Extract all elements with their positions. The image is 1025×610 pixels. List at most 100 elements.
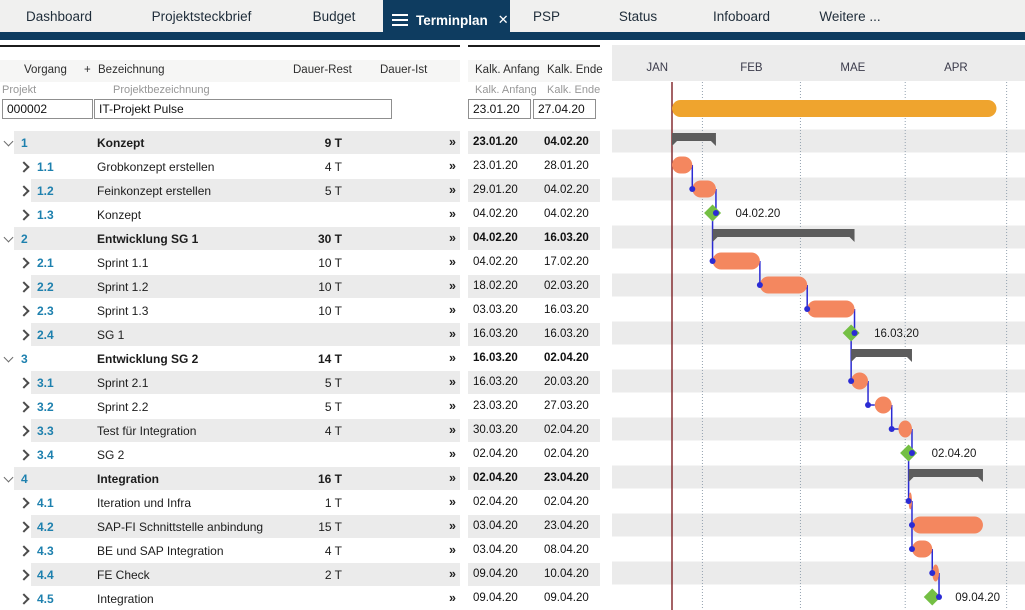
project-start-input[interactable] bbox=[468, 99, 531, 119]
task-number[interactable]: 1 bbox=[21, 136, 28, 150]
expand-chevron-icon[interactable] bbox=[18, 305, 30, 317]
summary-bar[interactable] bbox=[851, 349, 912, 362]
tab-infoboard[interactable]: Infoboard bbox=[693, 0, 790, 32]
project-bar[interactable] bbox=[672, 100, 997, 117]
table-row[interactable]: 2.1 Sprint 1.1 10 T » bbox=[0, 251, 460, 275]
tab-dashboard[interactable]: Dashboard bbox=[0, 0, 118, 32]
task-number[interactable]: 3 bbox=[21, 352, 28, 366]
summary-bar[interactable] bbox=[908, 469, 983, 482]
task-number[interactable]: 4.2 bbox=[37, 520, 54, 534]
expand-chevron-icon[interactable] bbox=[18, 185, 30, 197]
collapse-chevron-icon[interactable] bbox=[3, 472, 14, 483]
more-link[interactable]: » bbox=[449, 327, 456, 341]
more-link[interactable]: » bbox=[449, 519, 456, 533]
date-row[interactable]: 16.03.20 02.04.20 bbox=[468, 347, 600, 371]
table-row[interactable]: 4.2 SAP-FI Schnittstelle anbindung 15 T » bbox=[0, 515, 460, 539]
expand-chevron-icon[interactable] bbox=[18, 425, 30, 437]
task-bar[interactable] bbox=[692, 180, 716, 198]
expand-chevron-icon[interactable] bbox=[18, 569, 30, 581]
close-icon[interactable]: ✕ bbox=[497, 12, 509, 27]
task-number[interactable]: 3.1 bbox=[37, 376, 54, 390]
task-number[interactable]: 2.4 bbox=[37, 328, 54, 342]
more-link[interactable]: » bbox=[449, 279, 456, 293]
more-link[interactable]: » bbox=[449, 447, 456, 461]
task-number[interactable]: 3.4 bbox=[37, 448, 54, 462]
table-row[interactable]: 1 Konzept 9 T » bbox=[0, 131, 460, 155]
task-number[interactable]: 1.1 bbox=[37, 160, 54, 174]
date-row[interactable]: 09.04.20 09.04.20 bbox=[468, 587, 600, 610]
col-header-kalk-ende[interactable]: Kalk. Ende bbox=[547, 64, 603, 76]
more-link[interactable]: » bbox=[449, 495, 456, 509]
date-row[interactable]: 02.04.20 02.04.20 bbox=[468, 491, 600, 515]
expand-chevron-icon[interactable] bbox=[18, 449, 30, 461]
table-row[interactable]: 2.3 Sprint 1.3 10 T » bbox=[0, 299, 460, 323]
task-number[interactable]: 3.3 bbox=[37, 424, 54, 438]
col-header-dauer-ist[interactable]: Dauer-Ist bbox=[380, 64, 428, 76]
tab-psp[interactable]: PSP bbox=[510, 0, 583, 32]
col-header-kalk-anfang[interactable]: Kalk. Anfang bbox=[475, 64, 540, 76]
tab-weitere[interactable]: Weitere ... bbox=[790, 0, 910, 32]
table-row[interactable]: 4.1 Iteration und Infra 1 T » bbox=[0, 491, 460, 515]
date-row[interactable]: 23.01.20 04.02.20 bbox=[468, 131, 600, 155]
expand-chevron-icon[interactable] bbox=[18, 401, 30, 413]
table-row[interactable]: 3.1 Sprint 2.1 5 T » bbox=[0, 371, 460, 395]
task-number[interactable]: 1.3 bbox=[37, 208, 54, 222]
more-link[interactable]: » bbox=[449, 303, 456, 317]
tab-status[interactable]: Status bbox=[583, 0, 693, 32]
task-number[interactable]: 2.1 bbox=[37, 256, 54, 270]
col-header-dauer-rest[interactable]: Dauer-Rest bbox=[293, 64, 352, 76]
date-row[interactable]: 02.04.20 02.04.20 bbox=[468, 443, 600, 467]
collapse-chevron-icon[interactable] bbox=[3, 232, 14, 243]
date-row[interactable]: 16.03.20 20.03.20 bbox=[468, 371, 600, 395]
more-link[interactable]: » bbox=[449, 591, 456, 605]
menu-icon[interactable] bbox=[392, 14, 408, 26]
more-link[interactable]: » bbox=[449, 255, 456, 269]
task-number[interactable]: 2.3 bbox=[37, 304, 54, 318]
more-link[interactable]: » bbox=[449, 375, 456, 389]
expand-chevron-icon[interactable] bbox=[18, 329, 30, 341]
milestone-diamond[interactable] bbox=[842, 324, 860, 342]
date-row[interactable]: 23.01.20 28.01.20 bbox=[468, 155, 600, 179]
task-bar[interactable] bbox=[807, 300, 855, 318]
table-row[interactable]: 4.4 FE Check 2 T » bbox=[0, 563, 460, 587]
task-bar[interactable] bbox=[911, 516, 983, 534]
more-link[interactable]: » bbox=[449, 207, 456, 221]
table-row[interactable]: 2.4 SG 1 » bbox=[0, 323, 460, 347]
date-row[interactable]: 18.02.20 02.03.20 bbox=[468, 275, 600, 299]
more-link[interactable]: » bbox=[449, 567, 456, 581]
table-row[interactable]: 2.2 Sprint 1.2 10 T » bbox=[0, 275, 460, 299]
table-row[interactable]: 4 Integration 16 T » bbox=[0, 467, 460, 491]
table-row[interactable]: 3 Entwicklung SG 2 14 T » bbox=[0, 347, 460, 371]
task-bar[interactable] bbox=[851, 372, 869, 390]
more-link[interactable]: » bbox=[449, 399, 456, 413]
date-row[interactable]: 04.02.20 16.03.20 bbox=[468, 227, 600, 251]
collapse-chevron-icon[interactable] bbox=[3, 352, 14, 363]
table-row[interactable]: 1.1 Grobkonzept erstellen 4 T » bbox=[0, 155, 460, 179]
task-number[interactable]: 4 bbox=[21, 472, 28, 486]
summary-bar[interactable] bbox=[672, 133, 716, 146]
date-row[interactable]: 30.03.20 02.04.20 bbox=[468, 419, 600, 443]
task-number[interactable]: 4.4 bbox=[37, 568, 54, 582]
date-row[interactable]: 04.02.20 17.02.20 bbox=[468, 251, 600, 275]
table-row[interactable]: 4.3 BE und SAP Integration 4 T » bbox=[0, 539, 460, 563]
date-row[interactable]: 03.04.20 08.04.20 bbox=[468, 539, 600, 563]
task-number[interactable]: 4.5 bbox=[37, 592, 54, 606]
milestone-diamond[interactable] bbox=[923, 588, 941, 606]
expand-chevron-icon[interactable] bbox=[18, 161, 30, 173]
date-row[interactable]: 03.03.20 16.03.20 bbox=[468, 299, 600, 323]
more-link[interactable]: » bbox=[449, 543, 456, 557]
table-row[interactable]: 4.5 Integration » bbox=[0, 587, 460, 610]
table-row[interactable]: 1.2 Feinkonzept erstellen 5 T » bbox=[0, 179, 460, 203]
project-id-input[interactable] bbox=[2, 99, 93, 119]
task-bar[interactable] bbox=[932, 564, 940, 582]
date-row[interactable]: 23.03.20 27.03.20 bbox=[468, 395, 600, 419]
project-name-input[interactable] bbox=[94, 99, 392, 119]
task-number[interactable]: 3.2 bbox=[37, 400, 54, 414]
table-row[interactable]: 3.4 SG 2 » bbox=[0, 443, 460, 467]
expand-chevron-icon[interactable] bbox=[18, 377, 30, 389]
expand-chevron-icon[interactable] bbox=[18, 521, 30, 533]
date-row[interactable]: 04.02.20 04.02.20 bbox=[468, 203, 600, 227]
expand-chevron-icon[interactable] bbox=[18, 209, 30, 221]
task-number[interactable]: 2.2 bbox=[37, 280, 54, 294]
expand-chevron-icon[interactable] bbox=[18, 257, 30, 269]
